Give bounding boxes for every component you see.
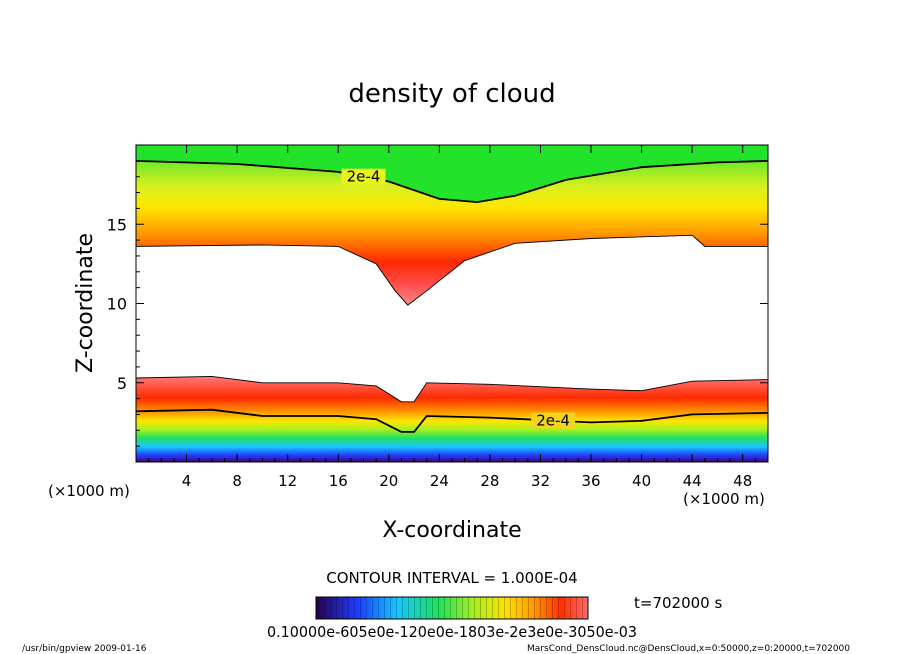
time-text: t=702000 s — [634, 594, 722, 612]
lower-contour-label: 2e-4 — [536, 412, 570, 430]
lower-contour-label-bg — [531, 412, 576, 429]
x-tick-label: 36 — [581, 472, 600, 490]
chart-title: density of cloud — [348, 79, 555, 109]
lower-contour-line — [136, 408, 768, 433]
footer-left: /usr/bin/gpview 2009-01-16 — [22, 644, 147, 654]
x-axis-label: X-coordinate — [382, 518, 521, 543]
contour-interval-text: CONTOUR INTERVAL = 1.000E-04 — [326, 569, 577, 587]
x-tick-label: 48 — [733, 472, 752, 490]
x-axis-ticks: 4 8 12 16 20 24 28 32 36 40 44 48 — [148, 145, 756, 490]
plot-area — [136, 145, 768, 462]
y-tick-label: 10 — [107, 295, 127, 314]
y-axis-label: Z-coordinate — [73, 233, 98, 373]
colorbar-ticks — [316, 597, 588, 619]
x-tick-label: 12 — [278, 472, 297, 490]
footer-right: MarsCond_DensCloud.nc@DensCloud,x=0:5000… — [527, 644, 850, 654]
lower-cloud-band — [136, 376, 768, 462]
y-tick-label: 15 — [107, 215, 127, 234]
x-tick-label: 16 — [329, 472, 348, 490]
x-tick-label: 4 — [182, 472, 192, 490]
x-tick-label: 8 — [232, 472, 242, 490]
y-axis-ticks: 5 10 15 — [107, 160, 768, 447]
upper-contour-label: 2e-4 — [347, 168, 381, 186]
upper-contour-label-bg — [341, 168, 386, 185]
colorbar-labels: 0.10000e-605e0e-120e0e-1803e-2e3e0e-3050… — [267, 623, 637, 641]
upper-cloud-top-fill — [136, 145, 768, 203]
x-axis-unit-right: (×1000 m) — [683, 490, 765, 508]
x-tick-label: 40 — [632, 472, 651, 490]
x-tick-label: 44 — [683, 472, 702, 490]
upper-cloud-base-line — [136, 234, 768, 306]
x-tick-label: 28 — [480, 472, 499, 490]
y-tick-label: 5 — [117, 374, 127, 393]
x-axis-unit-left: (×1000 m) — [48, 482, 130, 500]
upper-cloud-band — [136, 160, 768, 306]
x-tick-label: 20 — [379, 472, 398, 490]
lower-cloud-top-line — [136, 375, 768, 403]
upper-contour-line — [136, 160, 768, 204]
x-tick-label: 24 — [430, 472, 449, 490]
x-tick-label: 32 — [531, 472, 550, 490]
